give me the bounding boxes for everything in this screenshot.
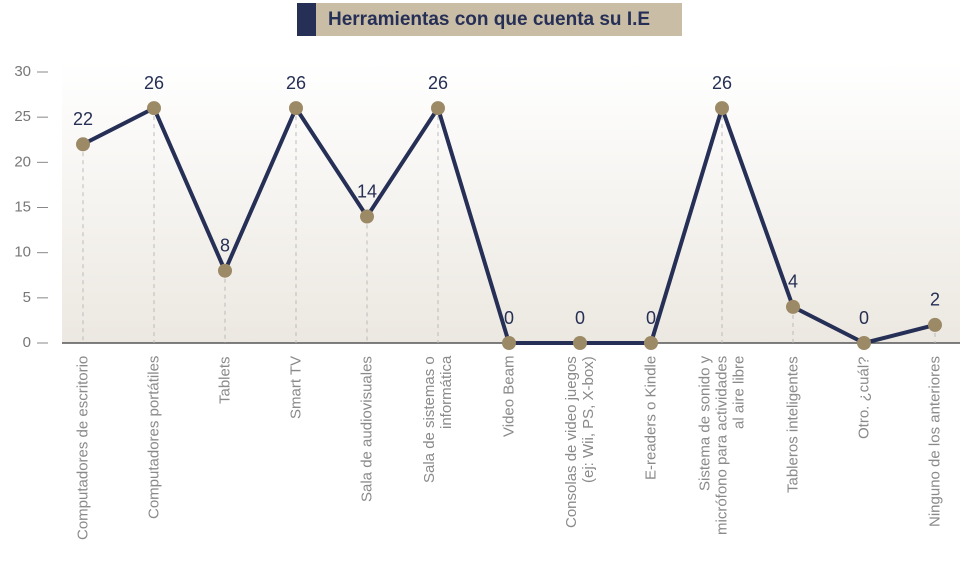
marker [644,336,658,350]
marker [147,101,161,116]
x-tick-label: Tablets [216,356,234,404]
data-label: 26 [286,73,306,93]
x-tick-label: Tableros inteligentes [784,356,802,493]
title-box: Herramientas con que cuenta su I.E [297,3,682,36]
marker [218,263,232,278]
x-tick-label: Sistema de sonido y micrófono para activ… [696,356,748,536]
x-tick-label: Video Beam [500,356,518,438]
y-tick-label: 25 [14,108,31,125]
marker [715,101,729,116]
marker [928,317,942,332]
marker [786,299,800,314]
data-label: 22 [73,109,93,129]
marker [502,336,516,350]
data-label: 0 [504,308,514,328]
x-tick-label: Sala de sistemas o informática [421,356,455,483]
y-tick-label: 0 [23,334,31,351]
marker [76,137,90,152]
marker [289,101,303,116]
x-tick-label: Otro. ¿cuál? [855,356,873,439]
data-label: 2 [930,290,940,310]
x-tick-label: E-readers o Kindle [642,356,660,481]
data-label: 0 [646,308,656,328]
chart-title: Herramientas con que cuenta su I.E [316,3,682,36]
x-tick-label: Consolas de video juegos (ej: Wii, PS, X… [563,356,597,528]
marker [360,209,374,224]
y-tick-label: 5 [23,289,31,306]
y-tick-label: 15 [14,198,31,215]
x-tick-label: Sala de audiovisuales [358,356,376,502]
data-label: 26 [712,73,732,93]
data-label: 0 [859,308,869,328]
x-tick-label: Computadores portátiles [145,356,163,520]
data-label: 8 [220,235,230,255]
data-label: 4 [788,272,798,292]
plot-background [62,62,960,343]
title-marker [297,3,316,36]
x-tick-label: Smart TV [287,356,305,420]
data-label: 26 [144,73,164,93]
x-tick-label: Computadores de escritorio [74,356,92,541]
marker [573,336,587,350]
marker [857,336,871,350]
data-label: 0 [575,308,585,328]
y-tick-label: 30 [14,63,31,80]
x-tick-label: Ninguno de los anteriores [926,356,944,527]
y-tick-label: 10 [14,244,31,261]
data-label: 14 [357,181,377,201]
y-tick-label: 20 [14,153,31,170]
data-label: 26 [428,73,448,93]
marker [431,101,445,116]
